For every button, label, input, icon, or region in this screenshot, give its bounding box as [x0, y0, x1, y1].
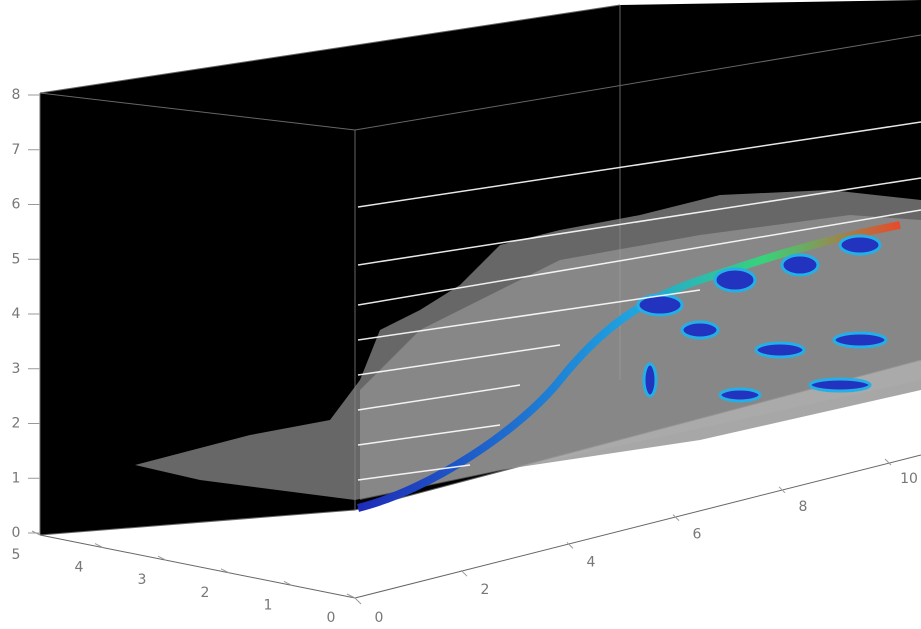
y-tick: [346, 593, 356, 599]
z-tick-label: 3: [12, 361, 21, 377]
x-tick: [566, 542, 574, 549]
x-tick: [778, 486, 786, 494]
x-tick-label: 8: [799, 499, 808, 515]
x-tick: [460, 569, 468, 577]
y-tick-label: 3: [138, 572, 147, 588]
x-tick: [354, 597, 362, 605]
x-tick-label: 4: [587, 554, 596, 570]
z-tick-label: 5: [12, 251, 21, 267]
x-tick: [672, 514, 680, 521]
z-tick-label: 1: [12, 470, 21, 486]
y-tick: [283, 580, 293, 586]
x-tick-label: 0: [375, 610, 384, 626]
flow-visualization: [135, 121, 921, 512]
x-tick-label: 10: [900, 471, 918, 487]
z-tick-label: 8: [12, 87, 21, 103]
x-tick: [884, 458, 892, 466]
x-tick-label: 6: [693, 527, 702, 543]
z-tick-label: 7: [12, 142, 21, 158]
y-tick-label: 1: [264, 597, 273, 613]
y-tick: [94, 543, 104, 549]
y-tick: [220, 568, 230, 574]
z-tick-label: 0: [12, 525, 21, 541]
y-tick: [157, 555, 167, 561]
y-tick-label: 2: [201, 585, 210, 601]
y-tick: [31, 530, 41, 536]
x-tick-label: 2: [481, 582, 490, 598]
z-tick-label: 6: [12, 197, 21, 213]
z-tick-label: 2: [12, 416, 21, 432]
z-tick-label: 4: [12, 306, 21, 322]
y-tick-label: 4: [75, 560, 84, 576]
y-tick-label: 0: [327, 610, 336, 626]
y-tick-label: 5: [12, 547, 21, 563]
